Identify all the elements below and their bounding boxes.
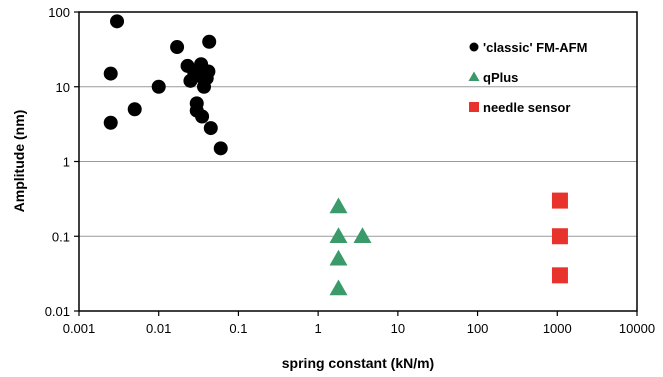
y-tick-label: 0.01 bbox=[45, 304, 70, 319]
needle-sensor-point bbox=[551, 267, 568, 284]
qplus-point bbox=[329, 279, 348, 296]
x-tick-label: 10 bbox=[391, 321, 405, 336]
legend: 'classic' FM-AFM qPlus needle sensor bbox=[468, 40, 587, 115]
x-axis-title: spring constant (kN/m) bbox=[282, 355, 434, 371]
y-tick-label: 100 bbox=[48, 5, 70, 20]
data-points bbox=[103, 14, 568, 296]
x-tick-label: 1000 bbox=[543, 321, 572, 336]
legend-marker bbox=[468, 71, 480, 81]
legend-marker bbox=[469, 42, 479, 52]
qplus-point bbox=[353, 227, 372, 243]
x-tick-label: 10000 bbox=[619, 321, 655, 336]
qplus-point bbox=[329, 197, 348, 214]
classic-fm-afm-point bbox=[103, 66, 118, 81]
y-tick-label: 10 bbox=[56, 80, 70, 95]
x-tick-label: 100 bbox=[467, 321, 489, 336]
x-axis: 0.001 0.01 0.1 1 10 100 1000 10000 bbox=[63, 311, 655, 336]
classic-fm-afm-point bbox=[201, 64, 216, 79]
y-axis-title: Amplitude (nm) bbox=[11, 110, 27, 213]
classic-fm-afm-point bbox=[213, 141, 228, 156]
x-tick-label: 1 bbox=[315, 321, 322, 336]
classic-fm-afm-point bbox=[203, 121, 218, 136]
y-axis: 0.01 0.1 1 10 100 bbox=[45, 5, 79, 319]
classic-fm-afm-point bbox=[195, 109, 210, 124]
legend-marker bbox=[469, 102, 479, 112]
legend-label: needle sensor bbox=[483, 100, 570, 115]
classic-fm-afm-point bbox=[170, 40, 185, 55]
x-tick-label: 0.01 bbox=[146, 321, 171, 336]
classic-fm-afm-point bbox=[202, 34, 217, 49]
needle-sensor-point bbox=[551, 228, 568, 245]
classic-fm-afm-point bbox=[103, 115, 118, 130]
classic-fm-afm-point bbox=[151, 79, 166, 94]
x-tick-label: 0.001 bbox=[63, 321, 96, 336]
classic-fm-afm-point bbox=[110, 14, 125, 29]
qplus-point bbox=[329, 249, 348, 266]
legend-label: qPlus bbox=[483, 70, 518, 85]
classic-fm-afm-point bbox=[127, 102, 142, 117]
x-tick-label: 0.1 bbox=[229, 321, 247, 336]
qplus-point bbox=[329, 227, 348, 243]
y-tick-label: 0.1 bbox=[52, 229, 70, 244]
legend-label: 'classic' FM-AFM bbox=[483, 40, 587, 55]
needle-sensor-point bbox=[551, 192, 568, 209]
y-tick-label: 1 bbox=[63, 155, 70, 170]
